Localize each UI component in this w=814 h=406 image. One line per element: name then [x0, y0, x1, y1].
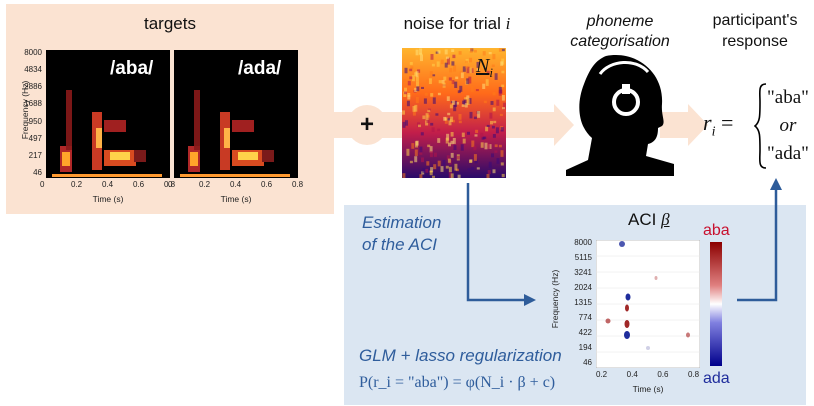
response-equals: =	[720, 110, 734, 135]
aci-estimation-panel	[344, 205, 806, 405]
noise-symbol: Ni	[476, 56, 493, 83]
noise-symbol-sub: i	[489, 65, 493, 80]
targets-y-tick: 2886	[24, 82, 42, 92]
targets-x-tick: 0.6	[133, 180, 145, 189]
targets-x-tick: 0.4	[230, 180, 242, 189]
aci-y-tick: 5115	[574, 253, 592, 262]
response-option-aba: "aba"	[767, 87, 809, 108]
aci-x-tick: 0.4	[626, 370, 638, 379]
aci-y-tick: 422	[578, 328, 592, 337]
aci-x-tick: 0.2	[596, 370, 608, 379]
targets-x-ticks-aba: 0 0.2 0.4 0.6 0.8	[40, 180, 176, 192]
targets-y-tick: 497	[28, 133, 42, 143]
aci-ylabel: Frequency (Hz)	[550, 269, 560, 329]
aci-xlabel: Time (s)	[632, 384, 664, 394]
targets-xlabel-ada: Time (s)	[220, 194, 252, 204]
aci-y-tick: 1315	[574, 298, 592, 307]
targets-x-tick: 0	[40, 180, 45, 189]
noise-symbol-base: N	[476, 55, 490, 77]
aci-y-tick: 2024	[574, 283, 592, 292]
response-lhs-base: r	[703, 110, 712, 135]
aci-x-tick: 0.8	[688, 370, 700, 379]
glm-label: GLM + lasso regularization	[359, 346, 562, 365]
noise-title-var: i	[505, 14, 511, 33]
aci-x-ticks: 0.2 0.4 0.6 0.8	[596, 370, 700, 382]
response-title-line1: participant's	[712, 12, 798, 29]
response-lhs: ri =	[703, 110, 733, 140]
stimulus-label-aba: /aba/	[110, 58, 154, 79]
aci-title-text: ACI	[628, 210, 657, 229]
targets-x-tick: 0.6	[261, 180, 273, 189]
targets-x-tick: 0.8	[164, 180, 176, 189]
aci-y-tick: 8000	[574, 238, 592, 247]
targets-x-ticks-ada: 0 0.2 0.4 0.6 0.8	[168, 180, 304, 192]
targets-x-tick: 0.8	[292, 180, 304, 189]
response-title: participant's response	[700, 10, 810, 52]
targets-x-tick: 0.2	[199, 180, 211, 189]
categorisation-line2: categorisation	[570, 33, 670, 50]
targets-y-tick: 217	[28, 150, 42, 160]
aci-y-tick: 46	[583, 358, 592, 367]
targets-title: targets	[144, 14, 196, 33]
targets-x-tick: 0	[168, 180, 173, 189]
spectrogram-ada: /ada/	[174, 50, 298, 178]
plus-sign: +	[359, 111, 374, 138]
aci-x-tick: 0.6	[657, 370, 669, 379]
categorisation-label: phoneme categorisation	[558, 12, 682, 52]
response-lhs-sub: i	[711, 124, 716, 140]
glm-formula: P(r_i = "aba") = φ(N_i · β + c)	[359, 374, 556, 391]
stimulus-label-ada: /ada/	[238, 58, 282, 79]
noise-spectrogram	[402, 48, 506, 178]
aci-y-tick: 774	[578, 313, 592, 322]
response-title-line2: response	[722, 33, 788, 50]
targets-y-tick: 950	[28, 116, 42, 126]
noise-title-text: noise for trial	[403, 14, 501, 33]
aci-y-ticks: 8000 5115 3241 2024 1315 774 422 194 46	[560, 238, 594, 368]
aci-colorbar	[710, 242, 722, 366]
targets-y-tick: 4834	[24, 65, 42, 75]
response-options: "aba" or "ada"	[760, 84, 814, 168]
targets-xlabel-aba: Time (s)	[92, 194, 124, 204]
noise-title: noise for trial i	[392, 14, 522, 34]
estimation-line1: Estimation	[362, 213, 442, 232]
aci-y-tick: 3241	[574, 268, 592, 277]
targets-x-tick: 0.2	[71, 180, 83, 189]
colorbar-label-aba: aba	[703, 222, 730, 239]
response-option-ada: "ada"	[767, 143, 809, 164]
estimation-line2: of the ACI	[362, 235, 437, 254]
targets-y-tick: 1688	[24, 99, 42, 109]
spectrogram-aba: /aba/	[46, 50, 170, 178]
targets-x-tick: 0.4	[102, 180, 114, 189]
listener-head-icon	[566, 55, 674, 176]
aci-title: ACI β	[628, 210, 670, 230]
colorbar-label-ada: ada	[703, 370, 730, 387]
aci-y-tick: 194	[578, 343, 592, 352]
targets-y-tick: 8000	[24, 48, 42, 57]
targets-y-ticks: 8000 4834 2886 1688 950 497 217 46	[14, 48, 44, 178]
estimation-label: Estimation of the ACI	[362, 212, 441, 256]
aci-map	[596, 240, 700, 368]
categorisation-line1: phoneme	[586, 13, 654, 30]
response-brace	[754, 83, 767, 169]
response-option-or: or	[779, 115, 797, 136]
targets-y-tick: 46	[33, 168, 42, 177]
aci-symbol: β	[661, 210, 670, 229]
